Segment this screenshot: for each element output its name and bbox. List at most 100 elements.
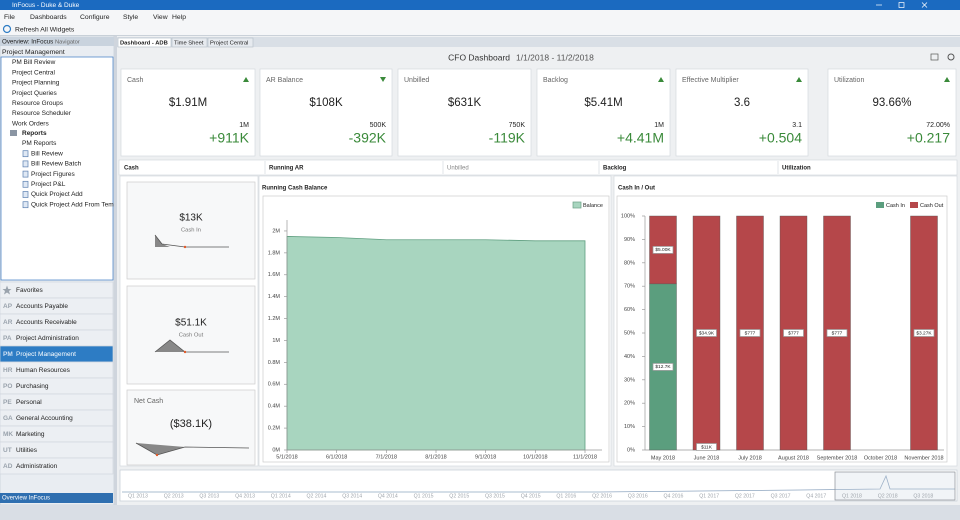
widget-title[interactable]: Running AR — [269, 166, 304, 172]
timeline-label: Q2 2014 — [307, 493, 327, 499]
module-label: Favorites — [16, 287, 43, 294]
tab[interactable] — [207, 37, 254, 48]
kpi-value: 3.6 — [734, 97, 750, 109]
widget-title[interactable]: Cash — [124, 166, 139, 172]
kpi-value: $1.91M — [169, 97, 207, 109]
module-button[interactable] — [0, 457, 114, 475]
module-abbr: AR — [3, 319, 13, 326]
navigator-footer — [0, 493, 113, 503]
menu-item[interactable]: File — [4, 14, 15, 21]
tab-label[interactable]: Project Central — [210, 40, 248, 46]
tree-item[interactable]: Bill Review — [31, 150, 63, 157]
y-tick-label: 70% — [624, 284, 635, 290]
tree-item[interactable]: Resource Scheduler — [12, 110, 72, 117]
y-tick-label: 1M — [272, 338, 280, 344]
area — [286, 236, 586, 451]
navigator-tab[interactable]: Navigator — [55, 39, 80, 45]
module-label: Accounts Receivable — [16, 319, 77, 326]
kpi-value: $631K — [448, 97, 482, 109]
tab-label[interactable]: Time Sheet — [174, 40, 204, 46]
sparkline-dot — [183, 245, 187, 249]
refresh-icon[interactable] — [2, 24, 12, 34]
cash-out-sparkline — [154, 339, 229, 353]
kpi-card — [675, 68, 809, 157]
tree-item[interactable]: Work Orders — [12, 120, 49, 127]
tree-item[interactable]: Project Figures — [31, 171, 75, 178]
kpi-prior: 750K — [509, 122, 526, 129]
tab-label[interactable]: Dashboard - ADB — [120, 40, 168, 46]
tree-item[interactable]: Project Queries — [12, 90, 58, 97]
legend-label: Balance — [583, 203, 603, 209]
kpi-change: -392K — [349, 130, 387, 146]
widget-title[interactable]: Utilization — [782, 166, 811, 172]
timeline-selection[interactable] — [834, 471, 956, 501]
segment-label: $34.9K — [699, 330, 715, 336]
y-tick-label: 100% — [621, 213, 635, 219]
tree-item[interactable]: Quick Project Add — [31, 191, 83, 198]
timeline-sparkline — [122, 474, 955, 493]
tree-item[interactable]: Project Planning — [12, 80, 60, 87]
tab[interactable] — [171, 37, 208, 48]
tree-item[interactable]: Project P&L — [31, 181, 66, 188]
reports-icon — [10, 130, 17, 136]
dashboard-title: CFO Dashboard — [448, 52, 510, 62]
report-icon — [22, 150, 29, 158]
segment-label: $777 — [745, 330, 756, 336]
tree-item[interactable]: PM Bill Review — [12, 59, 56, 66]
tree-item[interactable]: PM Reports — [22, 140, 57, 147]
widget-title[interactable]: Backlog — [603, 166, 627, 172]
menu-item[interactable]: Configure — [80, 14, 110, 21]
legend-swatch — [910, 202, 918, 208]
trend-up — [243, 77, 249, 82]
y-tick-label: 20% — [624, 401, 635, 407]
y-tick-label: 30% — [624, 377, 635, 383]
tree-item[interactable]: Project Central — [12, 69, 56, 76]
module-abbr: UT — [3, 447, 12, 454]
timeline-label: Q1 2013 — [128, 493, 148, 499]
kpi-change: +4.41M — [617, 130, 664, 146]
splitter — [114, 36, 117, 505]
status-bar — [0, 505, 960, 520]
module-label: Purchasing — [16, 383, 49, 390]
kpi-value: 93.66% — [872, 97, 911, 109]
tree-item[interactable]: Resource Groups — [12, 100, 64, 107]
y-tick-label: 0.8M — [268, 360, 281, 366]
report-icon — [22, 160, 29, 168]
menu-item[interactable]: View — [153, 14, 168, 21]
module-abbr: AP — [3, 303, 13, 310]
net-cash-sparkline — [135, 442, 250, 456]
tree-item[interactable]: Bill Review Batch — [31, 161, 82, 168]
timeline-label: Q4 2016 — [664, 493, 684, 499]
settings-icon[interactable] — [947, 53, 955, 61]
kpi-prior: 1M — [239, 122, 249, 129]
widget-title[interactable]: Unbilled — [447, 166, 469, 172]
y-tick-label: 40% — [624, 354, 635, 360]
tab[interactable] — [117, 37, 172, 48]
export-icon[interactable] — [930, 53, 939, 61]
kpi-prior: 500K — [370, 122, 387, 129]
legend-label: Cash In — [886, 203, 905, 209]
menu-item[interactable]: Help — [172, 14, 186, 21]
tree-box — [0, 56, 114, 281]
navigator-footer-text: Overview InFocus — [2, 496, 50, 502]
cash-card — [126, 285, 256, 385]
y-tick-label: 0.6M — [268, 382, 281, 388]
menu-item[interactable]: Dashboards — [30, 14, 67, 21]
x-tick-label: May 2018 — [651, 455, 675, 461]
segment-label: $3.27K — [916, 330, 932, 336]
module-abbr: PO — [3, 383, 12, 390]
module-abbr: PM — [3, 351, 13, 358]
cash-in-sparkline — [155, 235, 170, 247]
menu-item[interactable]: Style — [123, 14, 138, 21]
tree-item[interactable]: Quick Project Add From Tem — [31, 201, 114, 208]
title-bar — [0, 0, 960, 10]
timeline-label: Q1 2016 — [556, 493, 576, 499]
report-icon — [22, 180, 29, 188]
tree-folder[interactable]: Reports — [22, 130, 47, 137]
net-cash-sparkline — [136, 443, 185, 455]
refresh-button[interactable]: Refresh All Widgets — [15, 26, 75, 33]
legend-swatch — [876, 202, 884, 208]
cash-out-label: Cash Out — [179, 333, 204, 339]
